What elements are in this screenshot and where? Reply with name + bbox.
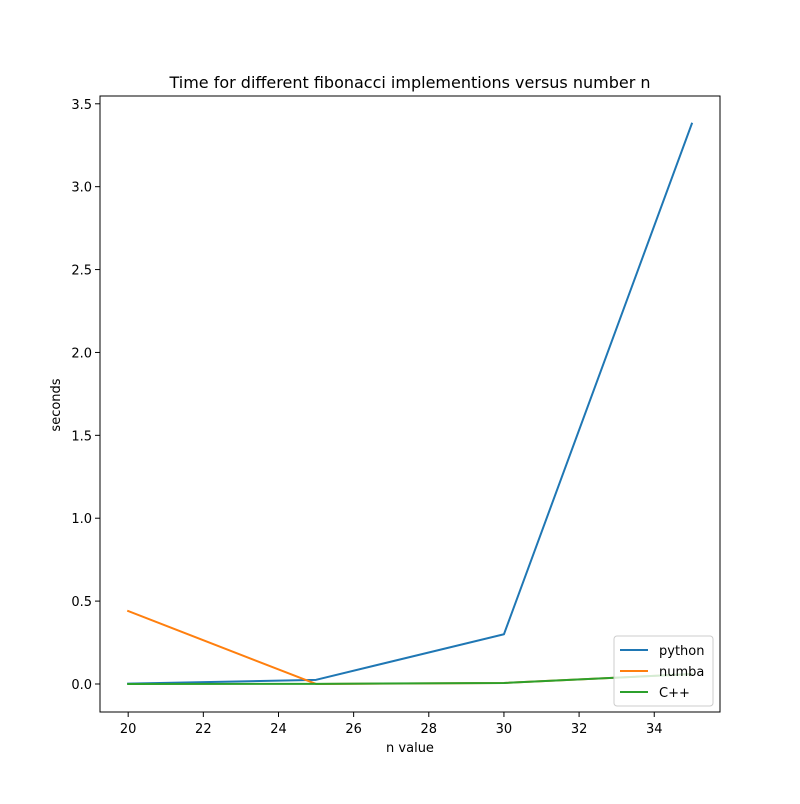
- x-tick-label: 34: [646, 722, 663, 737]
- series-line-cplus: [127, 672, 693, 685]
- plot-area: 20 22 24 26 28 30 32 34 0.0 0.5 1.0 1.5 2.0 2.5 3.0 3.5…: [71, 95, 721, 737]
- x-tick-label: 28: [421, 722, 438, 737]
- y-tick-label: 0.0: [71, 678, 92, 693]
- legend-label: C++: [659, 686, 690, 701]
- y-tick-label: 2.5: [71, 264, 92, 279]
- legend-label: python: [659, 644, 704, 659]
- legend-box: [613, 635, 714, 707]
- legend: python numba C++: [613, 635, 714, 707]
- y-tick-label: 3.0: [71, 181, 92, 196]
- series-line-python: [127, 122, 694, 685]
- x-tick-label: 26: [345, 722, 362, 737]
- y-axis-title: seconds: [49, 378, 64, 431]
- y-tick-label: 0.5: [71, 595, 92, 610]
- x-tick-label: 30: [496, 722, 513, 737]
- chart-title: Time for different fibonacci implementio…: [168, 73, 650, 92]
- x-tick-label: 20: [120, 722, 137, 737]
- plot-frame: [99, 95, 721, 713]
- x-tick-label: 22: [195, 722, 212, 737]
- x-axis-title: n value: [386, 741, 434, 756]
- legend-label: numba: [659, 665, 704, 680]
- x-tick-label: 32: [571, 722, 588, 737]
- y-tick-label: 3.5: [71, 98, 92, 113]
- y-tick-label: 1.5: [71, 429, 92, 444]
- y-tick-label: 2.0: [71, 346, 92, 361]
- x-tick-label: 24: [270, 722, 287, 737]
- y-tick-label: 1.0: [71, 512, 92, 527]
